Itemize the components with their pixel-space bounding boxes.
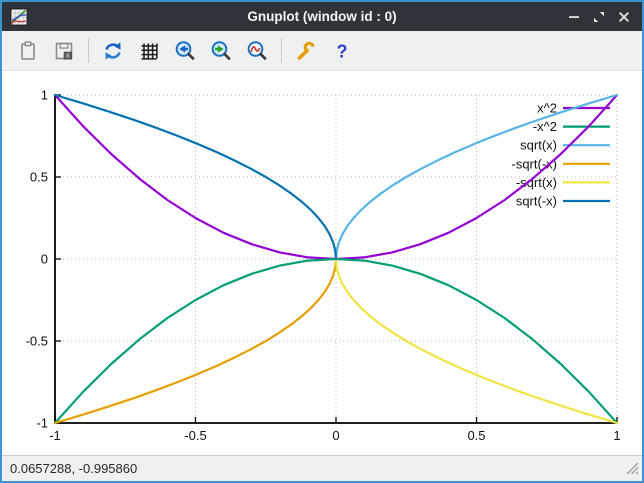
- toolbar-separator: [281, 38, 282, 63]
- svg-text:0: 0: [332, 428, 339, 443]
- resize-grip-icon: [626, 462, 639, 475]
- svg-text:1: 1: [41, 88, 48, 103]
- zoom-previous-icon: [175, 40, 195, 60]
- svg-text:-x^2: -x^2: [533, 119, 557, 134]
- help-icon: ?: [337, 41, 348, 61]
- toolbar: I: [2, 31, 642, 71]
- svg-text:-1: -1: [49, 428, 61, 443]
- svg-text:-1: -1: [36, 416, 48, 431]
- svg-text:sqrt(x): sqrt(x): [520, 138, 557, 153]
- zoom-next-button[interactable]: [206, 36, 236, 66]
- svg-text:0: 0: [41, 252, 48, 267]
- refresh-icon: [105, 41, 121, 60]
- titlebar[interactable]: Gnuplot (window id : 0): [2, 2, 642, 31]
- svg-text:-0.5: -0.5: [184, 428, 206, 443]
- copy-to-clipboard-button[interactable]: [13, 36, 43, 66]
- close-button[interactable]: [616, 9, 632, 25]
- statusbar: 0.0657288, -0.995860: [2, 455, 642, 481]
- autoscale-button[interactable]: [242, 36, 272, 66]
- plot-svg[interactable]: -1 -0.5 0 0.5 1 -1 -0.5 0 0.5 1 x^2 -x^2 sqrt(x) -sqr…: [2, 71, 642, 455]
- autoscale-icon: [247, 40, 267, 60]
- wrench-icon: [297, 41, 315, 60]
- help-button[interactable]: ?: [327, 36, 357, 66]
- plot-canvas[interactable]: -1 -0.5 0 0.5 1 -1 -0.5 0 0.5 1 x^2 -x^2 sqrt(x) -sqr…: [2, 71, 642, 455]
- toggle-grid-button[interactable]: [134, 36, 164, 66]
- svg-text:x^2: x^2: [537, 101, 557, 116]
- replot-button[interactable]: [98, 36, 128, 66]
- restore-icon: [594, 11, 604, 22]
- svg-text:1: 1: [613, 428, 620, 443]
- svg-text:I: I: [67, 53, 69, 59]
- clipboard-icon: [21, 40, 35, 60]
- gnuplot-app-icon: [10, 8, 28, 26]
- resize-grip[interactable]: [626, 462, 639, 478]
- settings-button[interactable]: [291, 36, 321, 66]
- svg-text:0.5: 0.5: [30, 170, 48, 185]
- svg-text:0.5: 0.5: [467, 428, 485, 443]
- svg-text:-sqrt(x): -sqrt(x): [516, 175, 557, 190]
- window-title: Gnuplot (window id : 0): [247, 9, 397, 24]
- save-icon: I: [55, 42, 73, 59]
- export-image-button[interactable]: I: [49, 36, 79, 66]
- close-icon: [619, 11, 629, 22]
- zoom-next-icon: [211, 40, 231, 60]
- mouse-coordinates: 0.0657288, -0.995860: [10, 461, 138, 476]
- grid-icon: [141, 43, 158, 60]
- svg-text:?: ?: [337, 41, 348, 61]
- toolbar-separator: [88, 38, 89, 63]
- svg-text:-0.5: -0.5: [26, 334, 48, 349]
- minimize-icon: [569, 15, 579, 18]
- zoom-previous-button[interactable]: [170, 36, 200, 66]
- svg-text:sqrt(-x): sqrt(-x): [516, 194, 557, 209]
- minimize-button[interactable]: [566, 9, 582, 25]
- restore-button[interactable]: [591, 9, 607, 25]
